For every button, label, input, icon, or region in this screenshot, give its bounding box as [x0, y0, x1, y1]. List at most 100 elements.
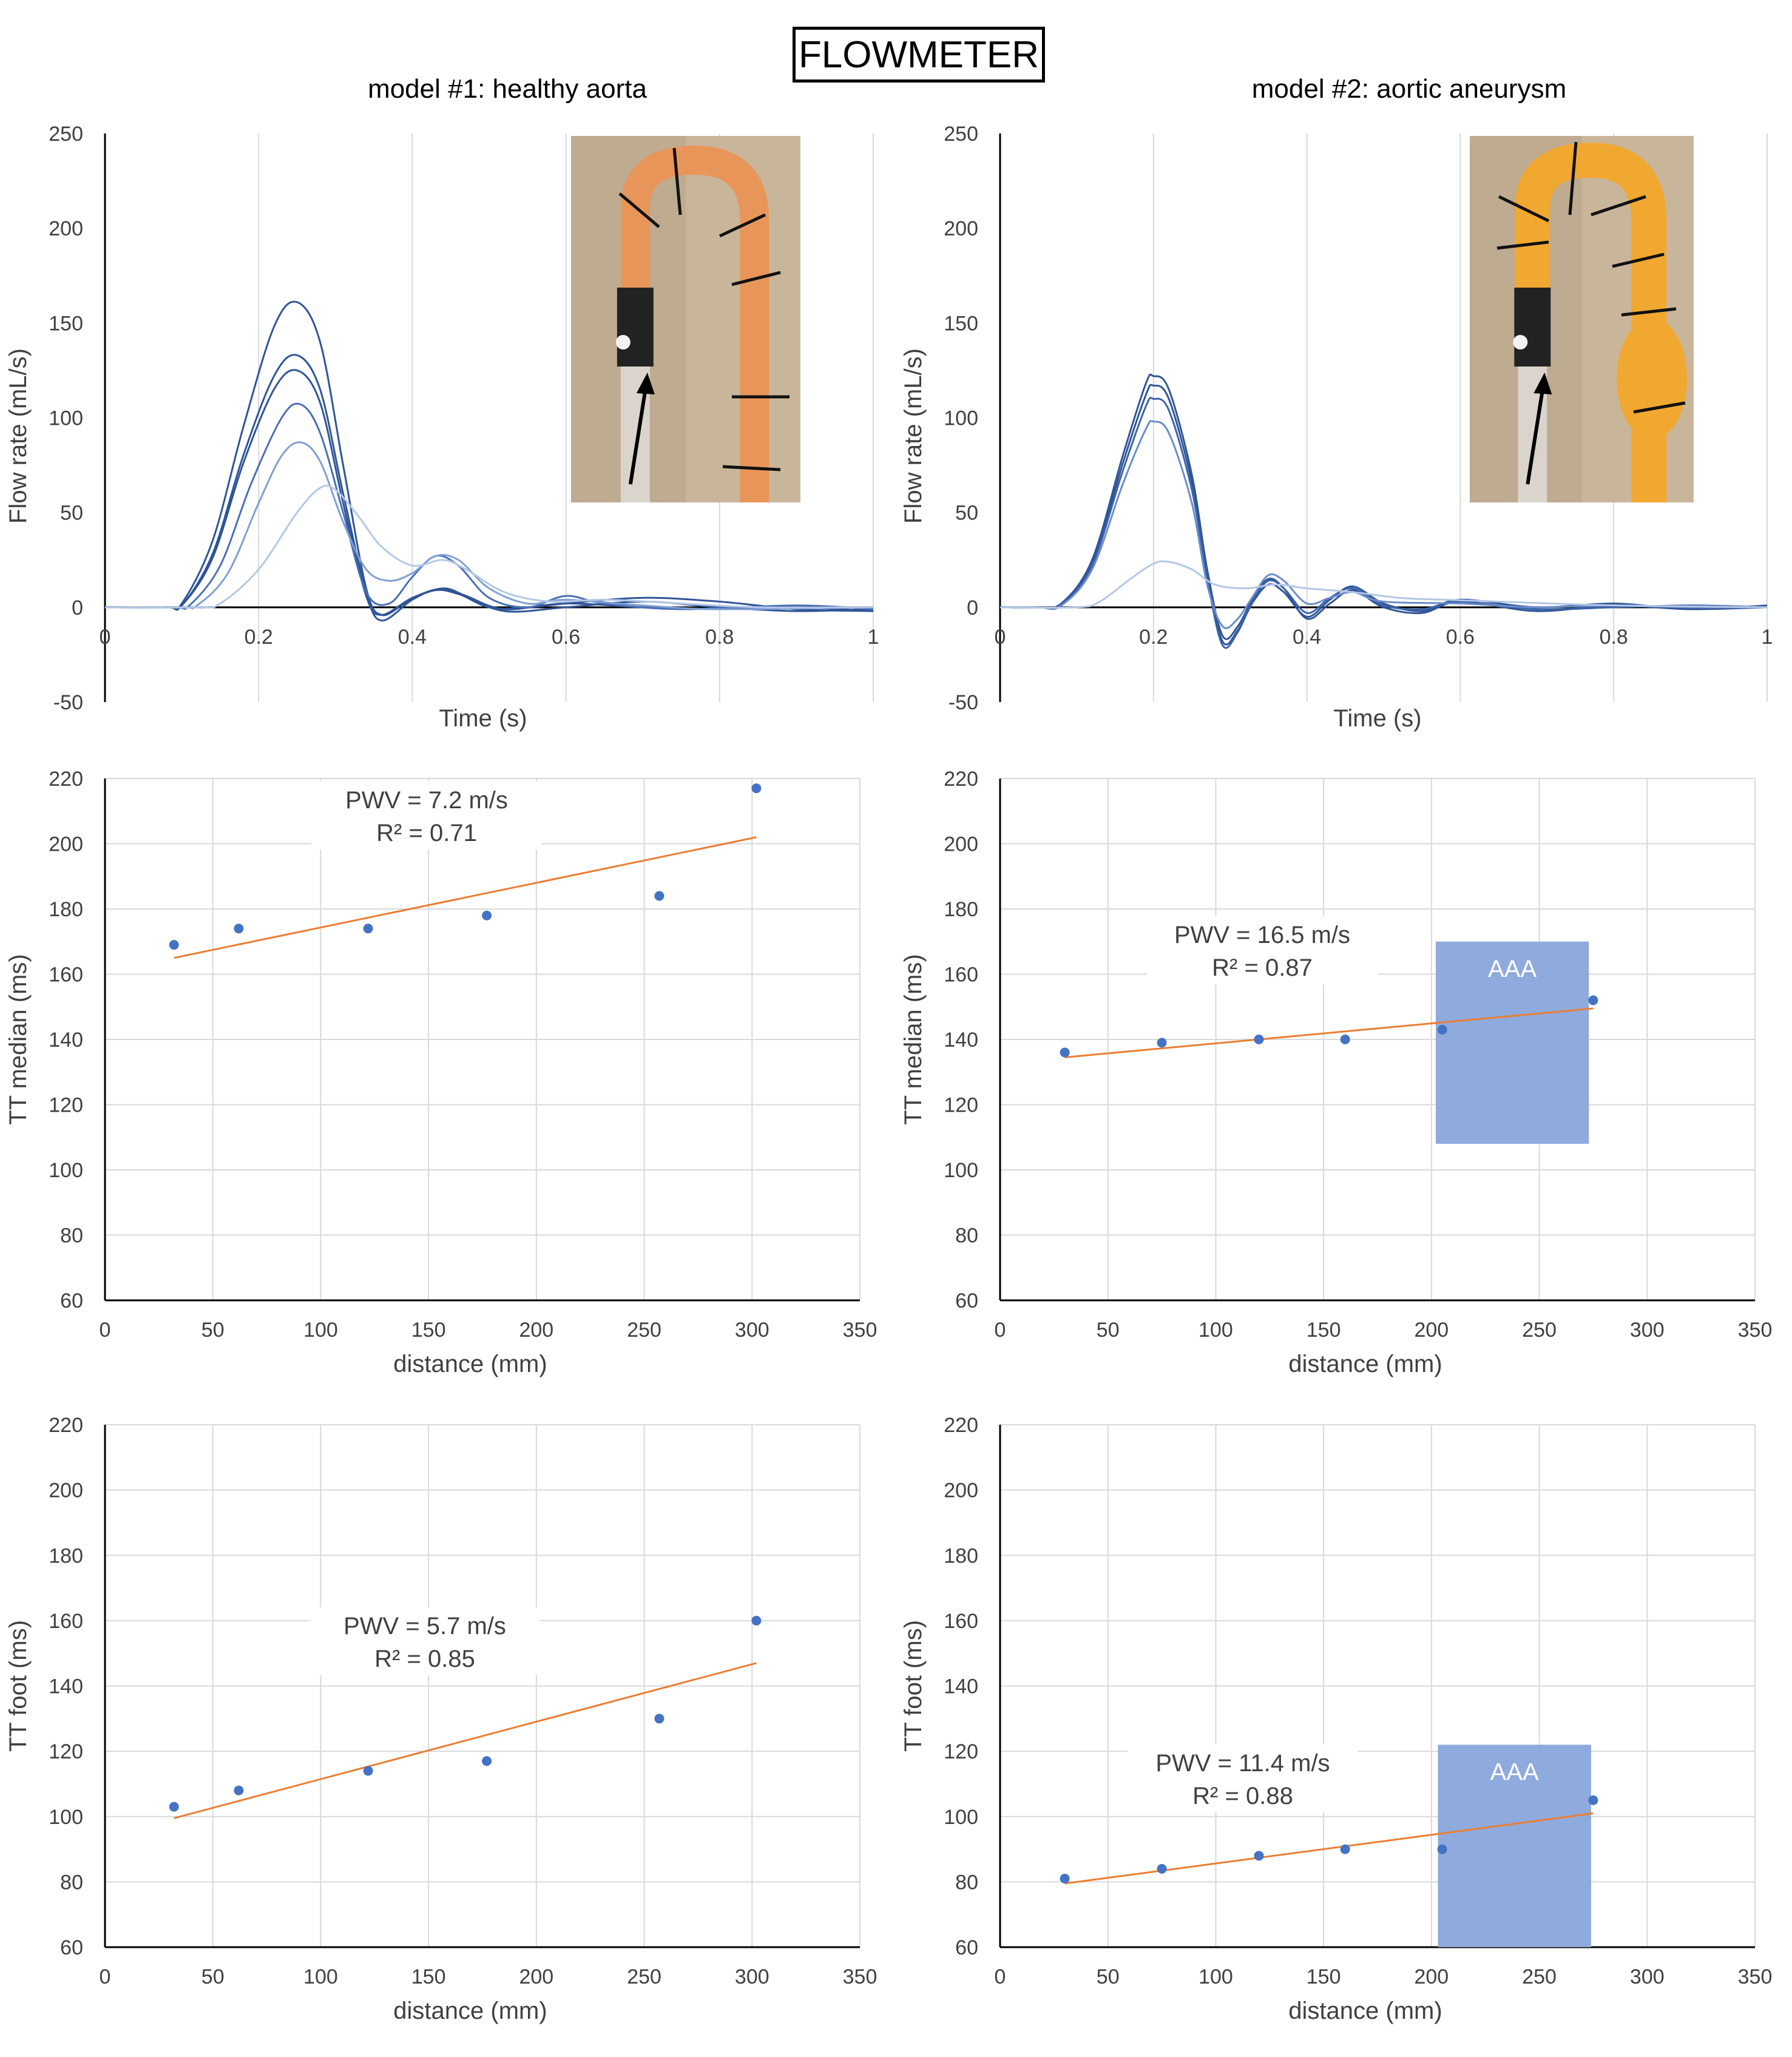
y-tick-label: 120 — [944, 1094, 978, 1117]
y-tick-label: 160 — [944, 1610, 978, 1633]
data-point — [234, 1785, 244, 1795]
y-tick-label: 100 — [49, 1159, 83, 1182]
flow-series-line — [999, 420, 1768, 629]
data-point — [169, 940, 179, 950]
y-axis-title: TT foot (ms) — [900, 1620, 927, 1752]
y-tick-label: 120 — [944, 1740, 978, 1763]
y-tick-label: 100 — [944, 1159, 978, 1182]
aaa-label: AAA — [1490, 1758, 1539, 1785]
x-axis-title: distance (mm) — [393, 1998, 547, 2024]
x-tick-label: 350 — [1738, 1965, 1773, 1988]
data-point — [1340, 1844, 1350, 1854]
y-axis-title: TT median (ms) — [5, 954, 32, 1125]
x-tick-label: 200 — [1414, 1319, 1449, 1342]
measurement-marker — [722, 465, 781, 471]
data-point — [1437, 1024, 1447, 1035]
y-tick-label: 60 — [60, 1289, 83, 1312]
data-point — [1060, 1047, 1070, 1058]
y-tick-label: -50 — [948, 691, 978, 714]
pwv-annotation: PWV = 7.2 m/s R² = 0.71 — [311, 782, 542, 849]
y-tick-label: 80 — [60, 1224, 83, 1248]
y-tick-label: 140 — [49, 1028, 83, 1052]
flow-series-line — [104, 484, 874, 609]
x-tick-label: 1 — [868, 626, 879, 649]
column-title-model1: model #1: healthy aorta — [368, 74, 647, 104]
x-tick-label: 0.4 — [398, 626, 427, 649]
data-point — [169, 1802, 179, 1812]
y-tick-label: 220 — [49, 768, 83, 791]
connector — [617, 288, 654, 366]
data-point — [363, 924, 373, 934]
x-tick-label: 0 — [995, 626, 1006, 649]
sensor-dot — [615, 335, 631, 350]
pwv-annotation: PWV = 5.7 m/s R² = 0.85 — [309, 1607, 540, 1675]
pwv-annotation: PWV = 11.4 m/s R² = 0.88 — [1128, 1745, 1358, 1812]
aaa-label: AAA — [1488, 956, 1537, 982]
y-tick-label: 140 — [49, 1675, 83, 1698]
y-tick-label: 200 — [944, 1479, 978, 1502]
annotation-background — [1128, 1745, 1358, 1812]
measurement-marker — [1621, 307, 1677, 317]
y-tick-label: 0 — [72, 596, 83, 620]
y-tick-label: 50 — [955, 502, 978, 525]
y-tick-label: 220 — [944, 768, 978, 791]
pwv-label: PWV = 7.2 m/s — [345, 787, 508, 814]
data-point — [482, 1756, 492, 1766]
chart-ttmedian-model1: 60 80 100 120 140 160 180 200 220 0 50 100 150 200 250… — [5, 768, 877, 1377]
y-axis-title: Flow rate (mL/s) — [5, 348, 32, 524]
x-tick-label: 350 — [1738, 1319, 1773, 1342]
flow-series-line — [104, 402, 874, 610]
pwv-label: PWV = 16.5 m/s — [1174, 922, 1350, 948]
x-tick-label: 300 — [735, 1319, 769, 1342]
measurement-marker — [718, 213, 766, 238]
trendline — [174, 836, 757, 959]
y-tick-label: 200 — [49, 1479, 83, 1502]
trendline — [1064, 1812, 1594, 1885]
x-tick-label: 0.6 — [552, 626, 580, 649]
x-axis-title: distance (mm) — [393, 1351, 547, 1377]
x-tick-label: 0.6 — [1446, 626, 1475, 649]
data-point — [1157, 1038, 1167, 1048]
measurement-marker — [1612, 252, 1665, 268]
y-tick-label: 120 — [49, 1094, 83, 1117]
y-tick-label: -50 — [53, 691, 83, 714]
annotation-background — [1147, 916, 1378, 984]
x-tick-label: 50 — [1097, 1319, 1120, 1342]
data-point — [1340, 1035, 1350, 1044]
inset-photo — [571, 136, 800, 502]
data-point — [1254, 1851, 1264, 1861]
y-tick-label: 200 — [944, 217, 978, 240]
data-point — [751, 783, 762, 794]
data-point — [1254, 1035, 1264, 1044]
aaa-region — [1438, 1745, 1591, 1947]
column-title-model2: model #2: aortic aneurysm — [1251, 74, 1567, 104]
x-tick-label: 300 — [1630, 1965, 1665, 1988]
x-axis-title: Time (s) — [1333, 705, 1421, 732]
x-tick-label: 250 — [627, 1965, 661, 1988]
aorta-tube — [620, 145, 769, 502]
x-axis-title: distance (mm) — [1288, 1998, 1442, 2024]
y-tick-label: 50 — [60, 502, 83, 525]
data-point — [363, 1766, 373, 1776]
y-tick-label: 120 — [49, 1740, 83, 1763]
aorta-tube — [1515, 142, 1667, 502]
y-tick-label: 60 — [955, 1936, 978, 1959]
r-squared-label: R² = 0.88 — [1192, 1783, 1293, 1809]
sensor-dot — [1513, 335, 1528, 350]
r-squared-label: R² = 0.71 — [376, 820, 477, 846]
x-tick-label: 150 — [1307, 1965, 1341, 1988]
measurement-marker — [1591, 195, 1646, 217]
aaa-region — [1435, 941, 1589, 1144]
aneurysm-bulge — [1617, 318, 1688, 439]
pwv-label: PWV = 11.4 m/s — [1155, 1750, 1330, 1777]
y-tick-label: 100 — [49, 1806, 83, 1829]
data-point — [482, 910, 492, 920]
chart-ttfoot-model1: 60 80 100 120 140 160 180 200 220 0 50 100 150 200 250… — [5, 1414, 877, 2024]
y-tick-label: 220 — [944, 1414, 978, 1437]
data-point — [654, 891, 664, 901]
y-tick-label: 180 — [944, 898, 978, 921]
data-point — [654, 1714, 664, 1724]
data-point — [1157, 1863, 1167, 1874]
chart-ttmedian-model2: 60 80 100 120 140 160 180 200 220 0 50 100 150 200 250… — [900, 768, 1772, 1377]
